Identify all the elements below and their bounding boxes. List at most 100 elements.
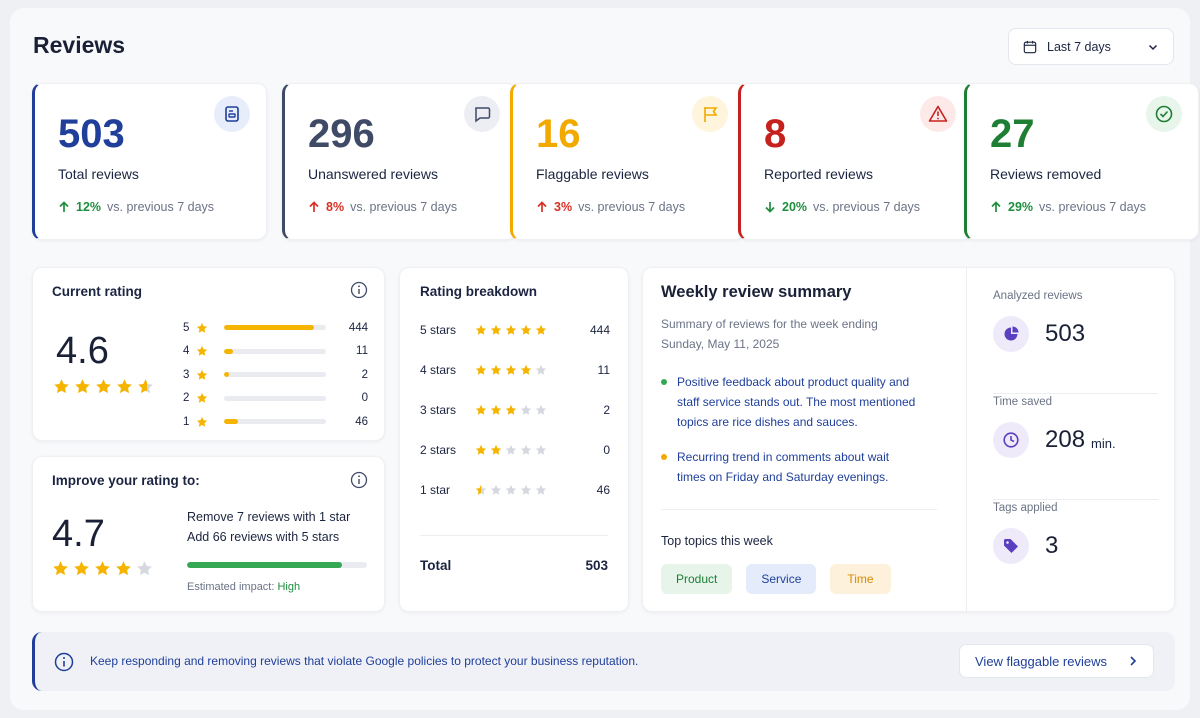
distribution-star-slot — [196, 416, 224, 428]
kpi-label: Flaggable reviews — [536, 166, 649, 182]
star-icon — [95, 561, 110, 576]
breakdown-row-label: 3 stars — [420, 403, 457, 417]
summary-bullet-line: Recurring trend in comments about wait — [677, 450, 890, 464]
breakdown-row-label: 4 stars — [420, 363, 457, 377]
star-icon — [505, 444, 517, 455]
kpi-value: 16 — [536, 112, 581, 156]
warning-icon — [928, 105, 948, 122]
stats-panel: Analyzed reviews 503 Time saved 208 min. Tags… — [993, 288, 1158, 606]
star-icon — [475, 484, 487, 495]
kpi-card[interactable]: 8 Reported reviews 20% vs. previous 7 days — [738, 83, 973, 240]
star-icon — [196, 369, 208, 380]
kpi-value: 296 — [308, 112, 375, 156]
star-icon — [490, 484, 502, 495]
rating-breakdown-card: Rating breakdown 5 stars 444 4 stars 11 3 st… — [399, 267, 629, 612]
kpi-card[interactable]: 27 Reviews removed 29% vs. previous 7 days — [964, 83, 1199, 240]
clock-icon — [1003, 432, 1019, 448]
star-icon — [535, 444, 547, 455]
topic-chip[interactable]: Time — [830, 564, 891, 594]
current-rating-value: 4.6 — [56, 330, 109, 372]
distribution-star-slot — [196, 345, 224, 357]
breakdown-total-value: 503 — [585, 558, 608, 573]
kpi-trend-suffix: vs. previous 7 days — [578, 200, 686, 214]
chevron-right-icon — [1130, 656, 1137, 666]
stat-value: 3 — [1045, 532, 1059, 559]
star-icon — [535, 404, 547, 415]
trend-down-arrow-icon — [765, 202, 775, 213]
summary-bullet: Positive feedback about product quality … — [661, 372, 951, 432]
calendar-icon — [1023, 40, 1037, 53]
star-icon — [196, 322, 208, 333]
trend-up-arrow-icon — [537, 201, 547, 212]
rating-distribution: 5 444 4 11 3 2 2 0 1 46 — [183, 316, 368, 434]
summary-bullet-line: topics are rice dishes and sauces. — [677, 415, 858, 429]
kpi-label: Total reviews — [58, 166, 139, 182]
divider — [420, 535, 608, 536]
topic-chip[interactable]: Product — [661, 564, 733, 594]
breakdown-row-label: 2 stars — [420, 443, 457, 457]
improve-rating-title: Improve your rating to: — [52, 473, 200, 488]
star-icon — [490, 444, 502, 455]
stat-block: Analyzed reviews 503 — [993, 288, 1158, 394]
stat-label: Analyzed reviews — [993, 290, 1083, 302]
breakdown-row: 2 stars 0 — [420, 443, 610, 457]
tag-icon — [1004, 539, 1018, 553]
kpi-card[interactable]: 16 Flaggable reviews 3% vs. previous 7 days — [510, 83, 745, 240]
breakdown-row: 1 star 46 — [420, 483, 610, 497]
stat-block: Tags applied 3 — [993, 500, 1158, 606]
distribution-stars: 1 — [183, 415, 190, 428]
star-icon — [490, 324, 502, 335]
distribution-count: 0 — [361, 392, 368, 405]
info-icon[interactable] — [350, 281, 368, 299]
estimated-impact: Estimated impact: High — [187, 581, 300, 593]
breakdown-row-count: 46 — [596, 483, 610, 497]
stat-row: 503 — [993, 316, 1158, 352]
star-icon — [96, 379, 111, 394]
kpi-trend-percent: 12% — [76, 200, 102, 214]
kpi-trend: 12% vs. previous 7 days — [58, 200, 214, 214]
breakdown-row-count: 0 — [603, 443, 610, 457]
vertical-divider — [966, 268, 967, 611]
stat-value: 503 — [1045, 320, 1086, 347]
date-range-label: Last 7 days — [1047, 39, 1111, 54]
star-icon — [490, 404, 502, 415]
distribution-stars: 3 — [183, 368, 190, 381]
topic-chip[interactable]: Service — [746, 564, 817, 594]
distribution-star-slot — [196, 392, 224, 404]
star-icon — [117, 379, 132, 394]
distribution-bar-fill — [224, 419, 239, 425]
star-icon — [475, 404, 487, 415]
kpi-label: Reviews removed — [990, 166, 1102, 182]
summary-bullet-line: Positive feedback about product quality … — [677, 375, 910, 389]
view-flaggable-reviews-button[interactable]: View flaggable reviews — [959, 644, 1154, 678]
pie-chart-icon — [1004, 326, 1019, 341]
star-icon — [505, 404, 517, 415]
date-range-select[interactable]: Last 7 days — [1008, 28, 1174, 65]
kpi-value: 503 — [58, 112, 125, 156]
kpi-card[interactable]: 296 Unanswered reviews 8% vs. previous 7 da… — [282, 83, 517, 240]
improve-rating-card: Improve your rating to: 4.7 Remove 7 rev… — [32, 456, 385, 612]
distribution-count: 46 — [355, 415, 368, 428]
summary-subtitle-line: Summary of reviews for the week ending — [661, 317, 878, 331]
distribution-stars: 4 — [183, 345, 190, 358]
kpi-badge — [464, 96, 500, 132]
breakdown-row: 5 stars 444 — [420, 323, 610, 337]
chevron-down-icon — [1148, 44, 1158, 50]
kpi-card[interactable]: 503 Total reviews 12% vs. previous 7 days — [32, 83, 267, 240]
target-rating-value: 4.7 — [52, 513, 105, 555]
breakdown-total-label: Total — [420, 558, 452, 573]
target-rating-stars — [52, 560, 153, 577]
star-icon — [490, 364, 502, 375]
improve-progress-bar — [187, 562, 367, 568]
star-icon — [475, 444, 487, 455]
policy-banner-text: Keep responding and removing reviews tha… — [90, 654, 639, 668]
kpi-trend-percent: 3% — [554, 200, 573, 214]
stat-label: Time saved — [993, 396, 1053, 408]
info-icon[interactable] — [350, 471, 368, 489]
breakdown-row-stars — [475, 364, 547, 376]
page-title: Reviews — [33, 32, 126, 58]
star-icon — [196, 393, 208, 403]
kpi-trend-suffix: vs. previous 7 days — [813, 200, 921, 214]
distribution-row: 4 11 — [183, 340, 368, 364]
distribution-stars: 5 — [183, 321, 190, 334]
